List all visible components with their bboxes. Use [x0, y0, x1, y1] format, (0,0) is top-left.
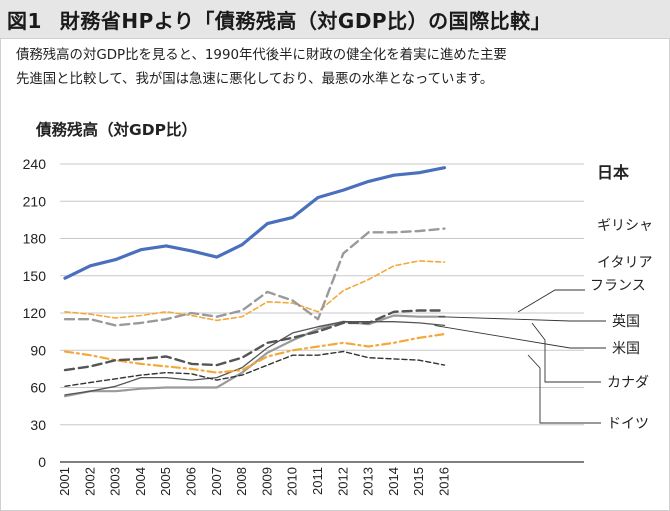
y-axis-title: 債務残高（対GDP比）: [36, 121, 197, 139]
x-tick-label: 2006: [184, 467, 199, 496]
leader-line: [517, 289, 585, 313]
x-tick-label: 2011: [310, 467, 325, 495]
x-tick-label: 2002: [82, 467, 97, 496]
x-tick-label: 2008: [234, 467, 249, 496]
y-tick-label: 0: [38, 454, 46, 470]
figure-title-text: 財務省HPより「債務残高（対GDP比）の国際比較」: [59, 9, 552, 33]
y-tick-label: 180: [23, 231, 47, 247]
leader-line: [527, 354, 601, 424]
x-tick-label: 2016: [437, 467, 452, 496]
series-label: フランス: [590, 278, 646, 294]
series-line-6: [63, 333, 446, 374]
x-tick-label: 2005: [158, 467, 173, 496]
x-tick-label: 2012: [335, 467, 350, 496]
x-tick-label: 2004: [133, 467, 148, 496]
series-line-5: [64, 321, 446, 396]
series-line-3: [63, 309, 446, 372]
y-tick-label: 210: [23, 193, 47, 209]
x-tick-label: 2015: [411, 467, 426, 496]
x-tick-label: 2010: [285, 467, 300, 496]
y-tick-label: 240: [23, 156, 47, 172]
x-tick-label: 2001: [57, 467, 72, 496]
series-line-1: [63, 227, 446, 327]
leader-line: [434, 324, 606, 349]
description-line-1: 債務残高の対GDP比を見ると、1990年代後半に財政の健全化を着実に進めた主要: [16, 48, 507, 63]
series-label: 米国: [612, 341, 640, 357]
title-bar: 図1 財務省HPより「債務残高（対GDP比）の国際比較」: [0, 0, 670, 39]
figure-number: 図1: [7, 9, 42, 33]
x-tick-label: 2003: [108, 467, 123, 496]
series-line-2: [64, 260, 446, 322]
series-label: カナダ: [607, 375, 649, 391]
figure-description: 債務残高の対GDP比を見ると、1990年代後半に財政の健全化を着実に進めた主要 …: [16, 44, 666, 92]
series-label: 日本: [597, 163, 629, 182]
series-line-0: [63, 166, 447, 280]
y-tick-label: 150: [23, 268, 47, 284]
x-tick-label: 2013: [361, 467, 376, 496]
figure-title: 図1 財務省HPより「債務残高（対GDP比）の国際比較」: [7, 5, 551, 34]
x-tick-label: 2014: [386, 467, 401, 496]
series-label: ドイツ: [607, 416, 649, 432]
y-tick-label: 30: [30, 417, 46, 433]
series-label: イタリア: [597, 255, 652, 271]
y-tick-label: 120: [23, 305, 47, 321]
series-label: 英国: [612, 313, 640, 330]
series-line-7: [64, 350, 446, 387]
x-tick-label: 2007: [209, 467, 224, 496]
y-tick-label: 60: [30, 380, 46, 396]
description-line-2: 先進国と比較して、我が国は急速に悪化しており、最悪の水準となっています。: [16, 72, 494, 87]
series-label: ギリシャ: [597, 218, 653, 234]
x-tick-label: 2009: [259, 467, 274, 496]
y-tick-label: 90: [30, 342, 46, 358]
leader-line: [438, 316, 606, 322]
leader-line: [531, 322, 601, 383]
